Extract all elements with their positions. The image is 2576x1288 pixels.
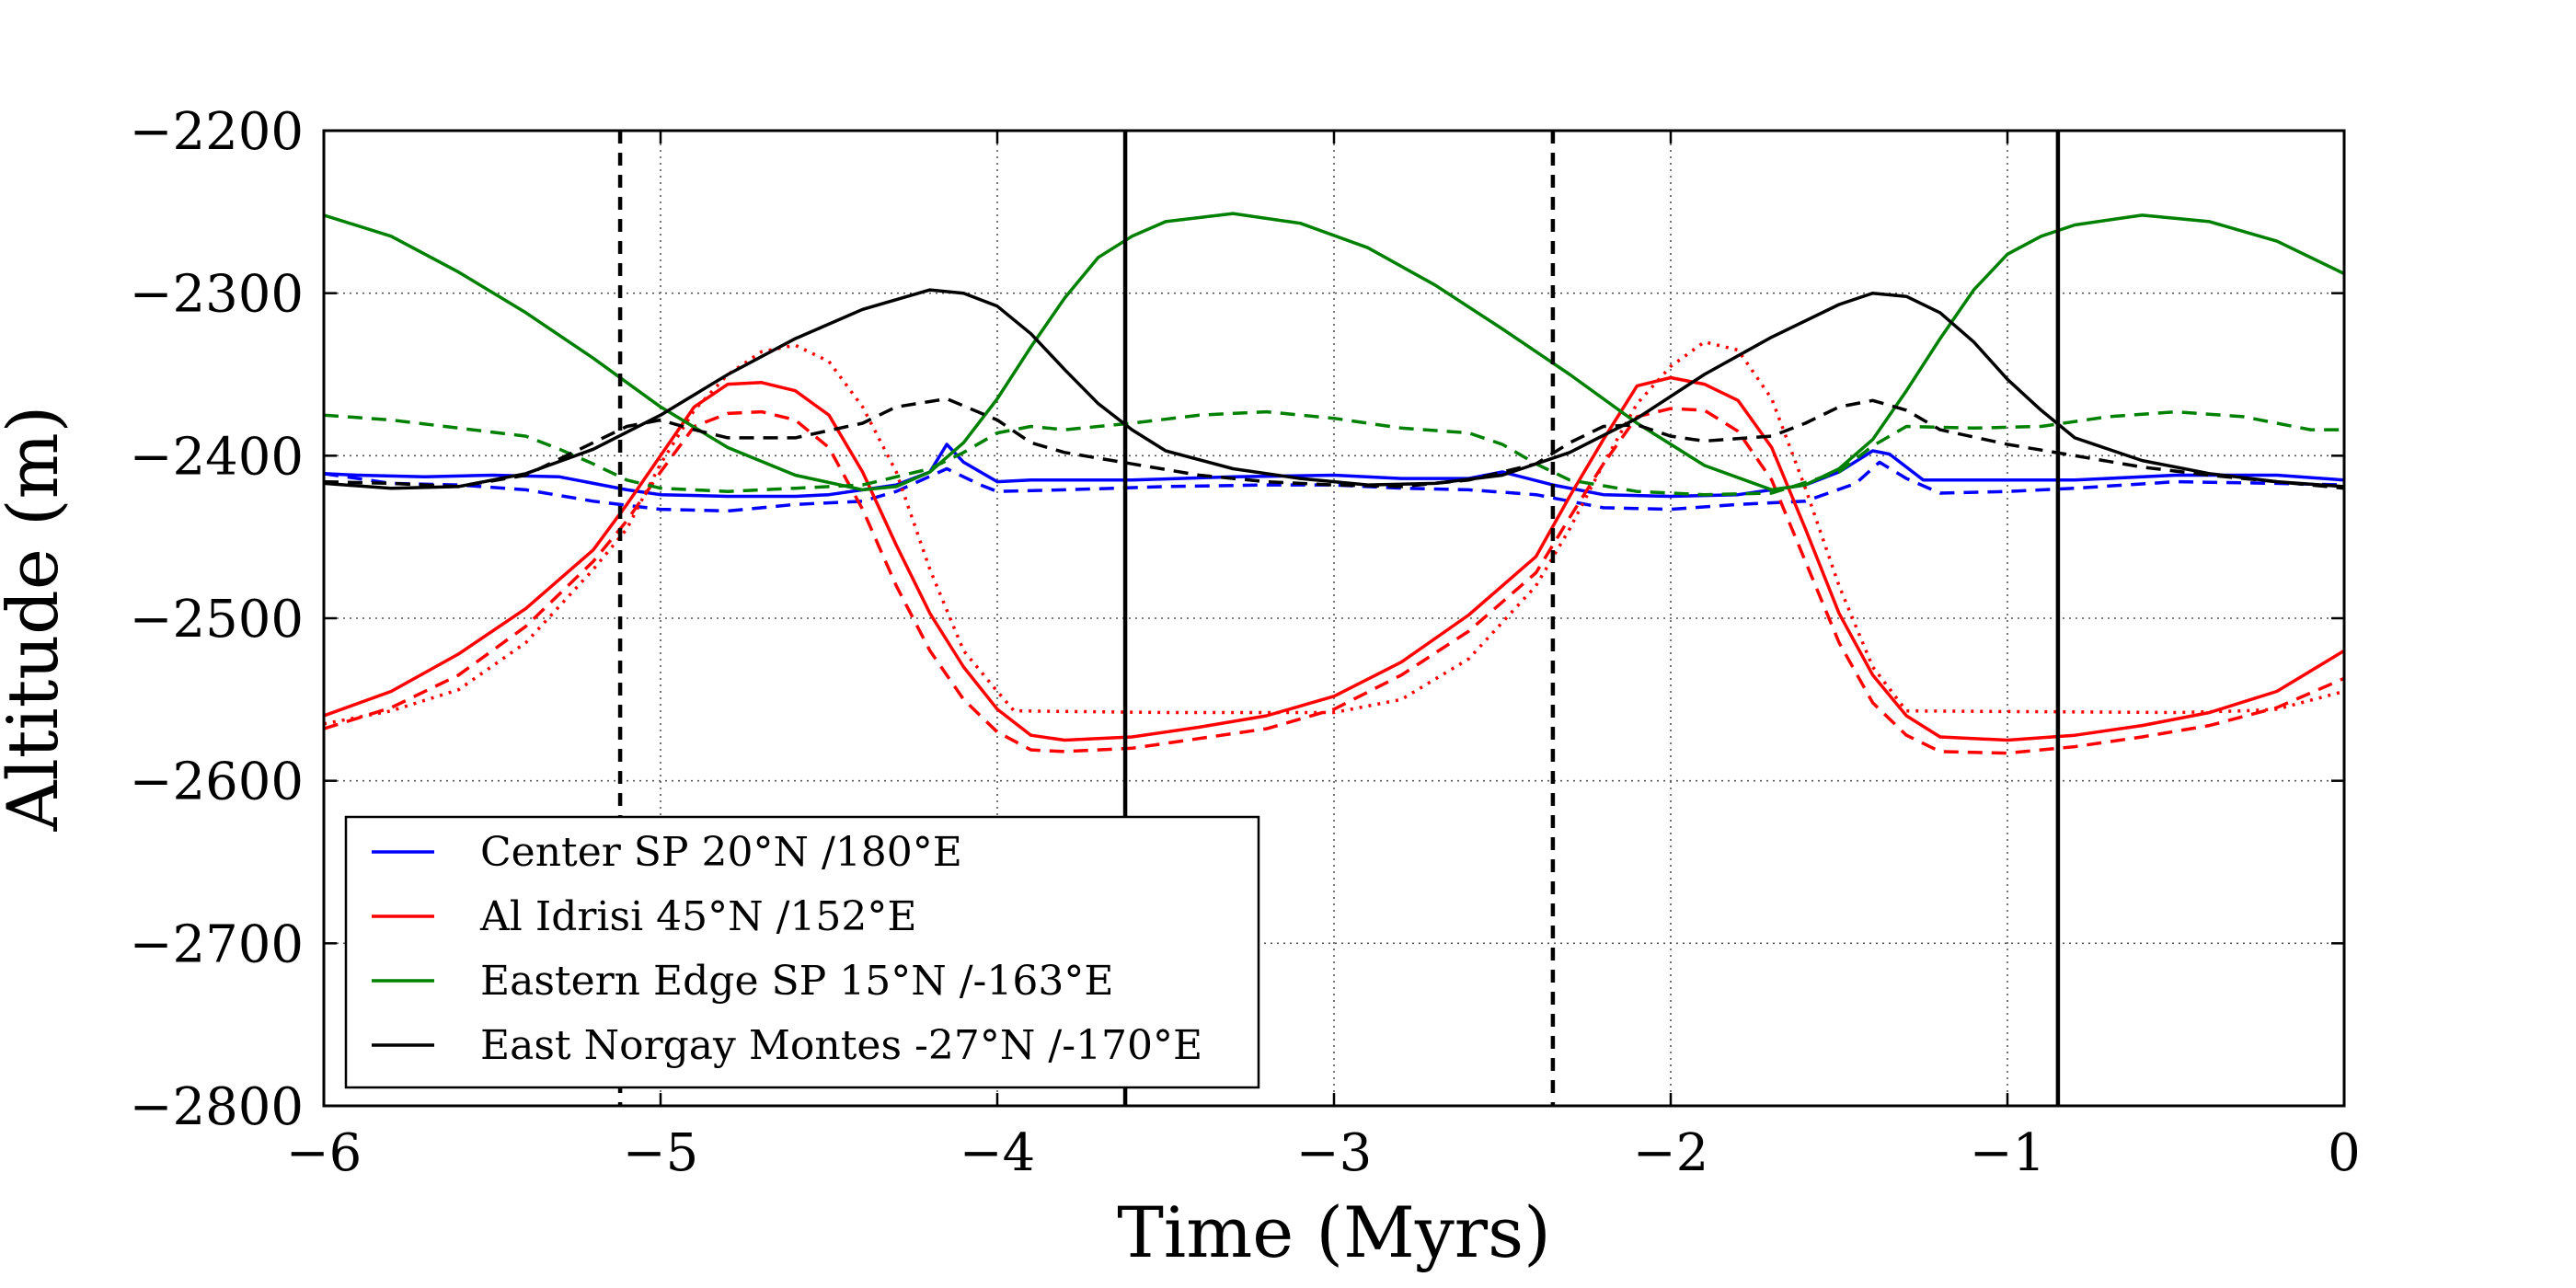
- y-tick-label: −2800: [130, 1077, 304, 1137]
- legend-box: [344, 815, 1260, 1089]
- series-al-idrisi-dotted: [324, 339, 2344, 726]
- x-tick-label: −1: [1970, 1123, 2046, 1183]
- ticks: −6 −5 −4 −3 −2 −1 0 −2800 −2700 −2600 −2500 −2400 −2…: [130, 102, 2361, 1183]
- legend-label-east-norgay-montes: East Norgay Montes -27°N /-170°E: [480, 1022, 1202, 1069]
- y-tick-label: −2700: [130, 914, 304, 974]
- y-tick-label: −2200: [130, 102, 304, 162]
- y-tick-label: −2600: [130, 753, 304, 812]
- series-eastern-edge-sp-dashed: [324, 409, 2344, 497]
- series-eastern-edge-sp-solid: [324, 212, 2344, 492]
- series-al-idrisi-dashed: [324, 407, 2344, 755]
- x-tick-label: −5: [623, 1123, 699, 1183]
- x-axis-label: Time (Myrs): [1117, 1191, 1551, 1273]
- y-tick-label: −2400: [130, 427, 304, 487]
- series-al-idrisi-solid: [324, 375, 2344, 742]
- x-tick-label: 0: [2328, 1123, 2361, 1183]
- series-layer: [324, 212, 2344, 755]
- x-tick-label: −4: [960, 1123, 1036, 1183]
- series-east-norgay-montes-dashed: [324, 397, 2344, 490]
- x-tick-label: −2: [1633, 1123, 1709, 1183]
- y-axis-label: Altitude (m): [0, 406, 74, 833]
- legend: Center SP 20°N /180°E Al Idrisi 45°N /15…: [344, 815, 1260, 1089]
- series-east-norgay-montes-solid: [324, 288, 2344, 490]
- x-tick-label: −3: [1296, 1123, 1373, 1183]
- x-tick-label: −6: [286, 1123, 362, 1183]
- y-tick-label: −2500: [130, 590, 304, 650]
- legend-label-center-sp: Center SP 20°N /180°E: [480, 829, 962, 876]
- legend-label-eastern-edge-sp: Eastern Edge SP 15°N /-163°E: [480, 958, 1114, 1005]
- y-tick-label: −2300: [130, 265, 304, 325]
- legend-label-al-idrisi: Al Idrisi 45°N /152°E: [479, 893, 917, 940]
- series-center-sp-dashed: [324, 460, 2344, 513]
